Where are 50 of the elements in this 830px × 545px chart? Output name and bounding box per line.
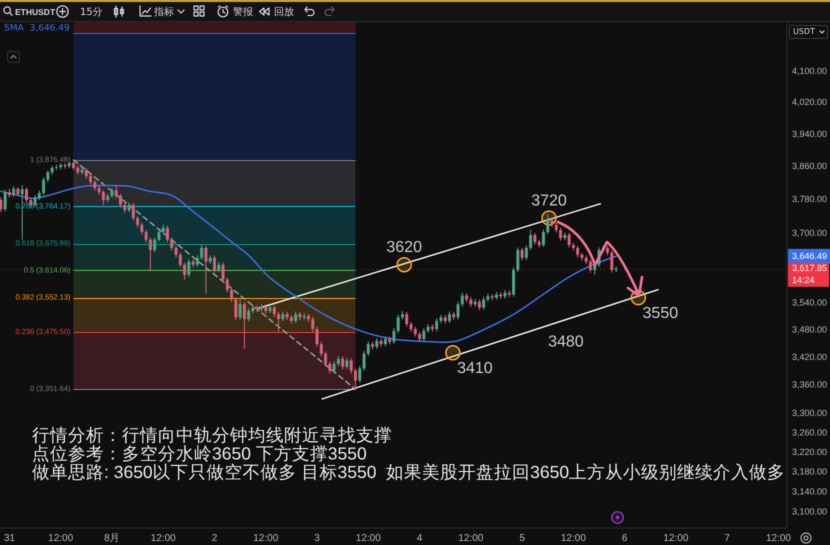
annotation: 3720: [531, 192, 567, 210]
y-tick-label: 4,100.00: [792, 66, 828, 76]
x-tick-label: 3: [314, 532, 320, 544]
y-tick-label: 4,020.00: [792, 97, 828, 108]
x-tick-label: 12:00: [766, 532, 792, 544]
x-tick-label: 5: [519, 532, 526, 544]
annotation: 3620: [386, 239, 422, 256]
ref-line-label: 3,617.85 14:24: [792, 263, 828, 286]
y-tick-label: 3,140.00: [792, 486, 828, 496]
x-tick-label: 31: [4, 532, 16, 544]
x-tick-label: 12:00: [356, 532, 382, 544]
y-tick-label: 3,300.00: [792, 408, 828, 418]
annotation: 3550: [642, 305, 678, 322]
text: 指标: [154, 7, 174, 18]
x-tick-label: 8月: [104, 532, 120, 544]
y-axis-title: USDT: [793, 27, 815, 37]
x-tick-label: 12:00: [560, 532, 586, 544]
chart-title: ETHUSDT: [15, 7, 56, 18]
x-tick-label: 2: [212, 532, 218, 544]
text: 3,646.49: [30, 23, 70, 34]
annotation: 3480: [548, 333, 584, 350]
y-tick-label: 3,220.00: [792, 446, 828, 457]
x-tick-label: 6: [622, 532, 628, 544]
y-tick-label: 3,700.00: [792, 228, 828, 238]
y-tick-label: 3,360.00: [792, 380, 828, 390]
y-tick-label: 3,540.00: [792, 297, 828, 308]
y-tick-label: 3,180.00: [792, 466, 828, 476]
x-tick-label: 12:00: [458, 532, 484, 544]
y-tick-label: 3,260.00: [792, 427, 828, 438]
y-tick-label: 3,646.49: [792, 250, 828, 261]
x-tick-label: 12:00: [150, 532, 176, 544]
x-tick-label: 12:00: [253, 532, 279, 544]
text: 回放: [274, 7, 294, 18]
y-tick-label: 3,940.00: [792, 128, 828, 139]
y-tick-label: 3,480.00: [792, 324, 828, 334]
y-tick-label: 3,420.00: [792, 352, 828, 362]
annotation: 点位参考：多空分水岭3650 下方支撑3550: [32, 443, 367, 464]
y-tick-label: 3,860.00: [792, 161, 828, 172]
annotation: 做单思路: 3650以下只做空不做多 目标3550 如果美股开盘拉回3650上方从小级别继续介入做多: [32, 462, 786, 482]
text: 15分: [80, 7, 103, 18]
x-tick-label: 7: [724, 532, 730, 544]
annotation: 3410: [457, 360, 493, 378]
annotation: 行情分析：行情向中轨分钟均线附近寻找支撑: [32, 424, 392, 445]
x-tick-label: 12:00: [663, 532, 689, 544]
x-tick-label: 12:00: [48, 532, 74, 544]
y-tick-label: 3,780.00: [792, 194, 828, 204]
text: SMA: [4, 23, 24, 34]
y-tick-label: 3,100.00: [792, 506, 828, 517]
x-tick-label: 4: [416, 532, 423, 544]
text: 警报: [233, 7, 253, 18]
